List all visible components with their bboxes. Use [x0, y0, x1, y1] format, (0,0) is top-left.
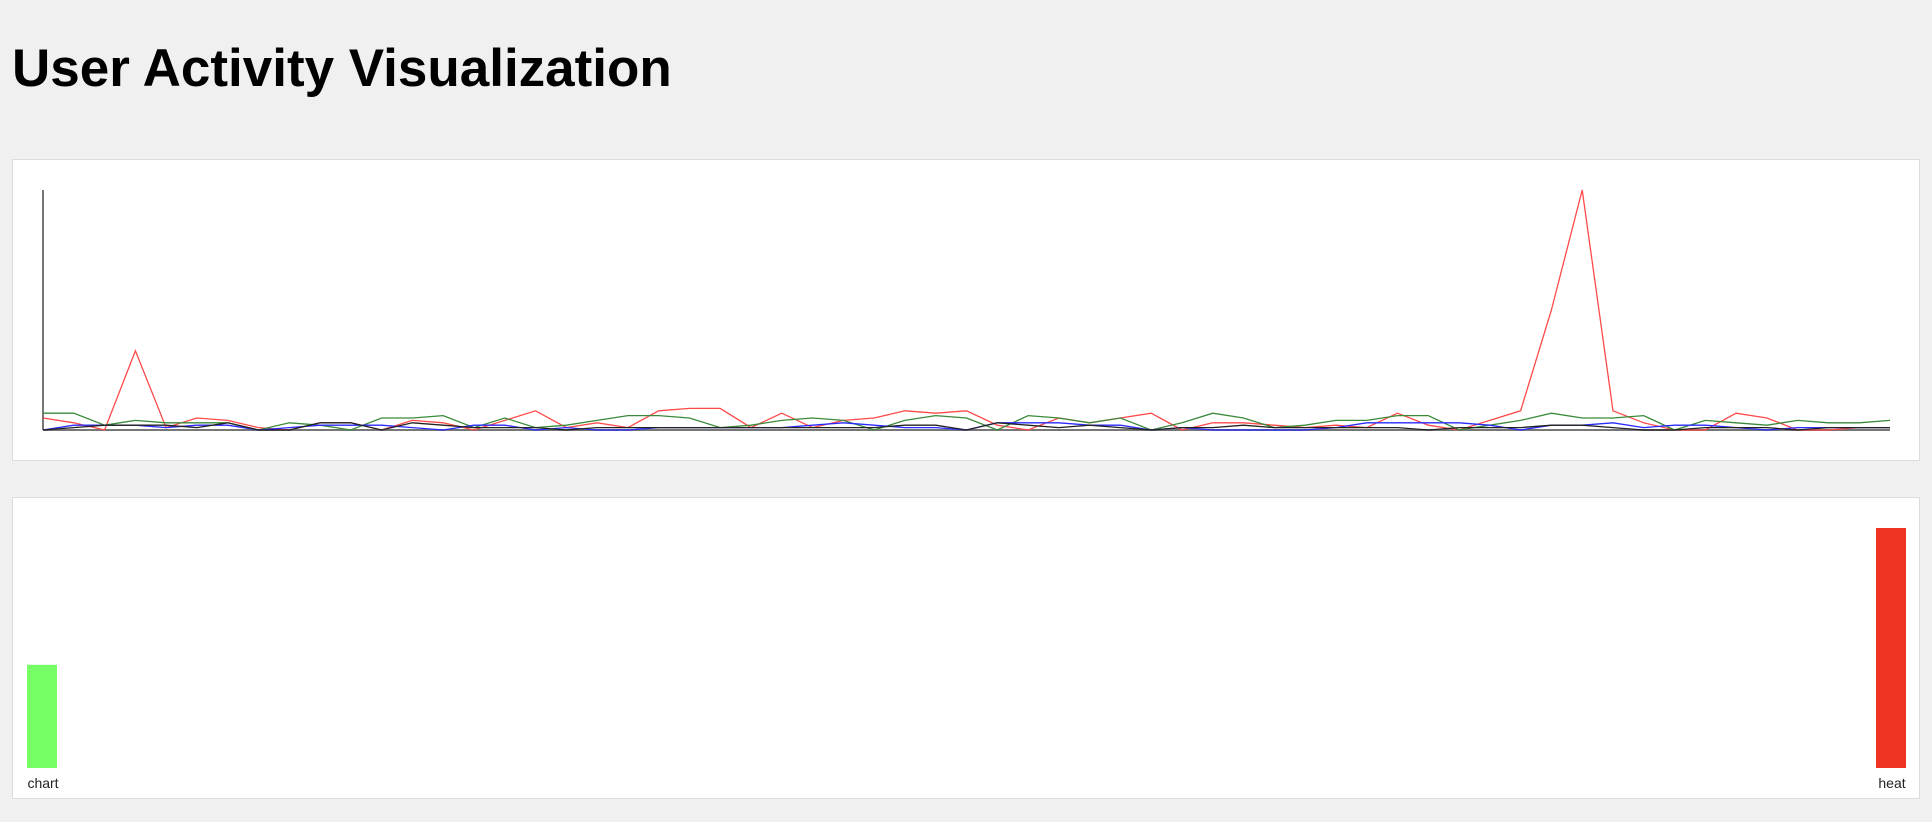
series-line-2 — [43, 412, 1891, 431]
line-chart — [42, 189, 1891, 431]
series-line-3 — [42, 422, 1890, 431]
series-line-4 — [42, 422, 1890, 431]
series-line-1 — [42, 189, 1890, 431]
bar-chart-panel: chart heat — [12, 497, 1920, 799]
bar-chart: chart heat — [27, 528, 1906, 791]
bar-label-chart: chart — [27, 775, 58, 791]
page-title: User Activity Visualization — [12, 39, 672, 98]
bar-heat — [1876, 528, 1906, 768]
line-chart-panel — [12, 159, 1920, 461]
bar-label-heat: heat — [1878, 775, 1905, 791]
bar-plot-area: chart heat — [27, 528, 1906, 791]
bar-chart — [27, 664, 57, 768]
line-plot-area — [42, 189, 1891, 431]
